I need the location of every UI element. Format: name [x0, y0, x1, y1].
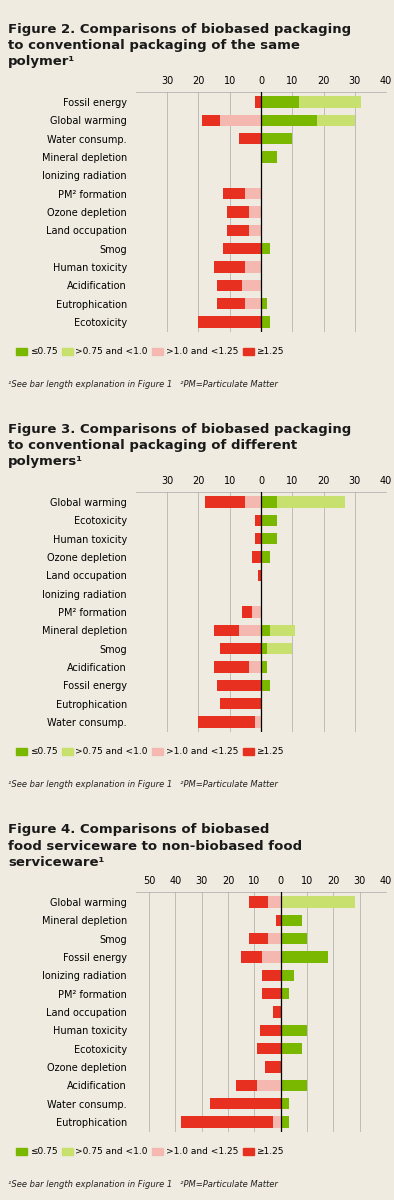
Bar: [273, 1116, 281, 1128]
Text: Figure 2. Comparisons of biobased packaging
to conventional packaging of the sam: Figure 2. Comparisons of biobased packag…: [8, 24, 351, 68]
Bar: [262, 952, 281, 962]
Bar: [249, 934, 268, 944]
Bar: [252, 551, 261, 563]
Text: ¹See bar length explanation in Figure 1   ²PM=Particulate Matter: ¹See bar length explanation in Figure 1 …: [8, 1180, 278, 1189]
Bar: [217, 298, 245, 310]
Bar: [281, 914, 302, 926]
Bar: [270, 625, 296, 636]
Bar: [220, 115, 261, 126]
Bar: [261, 151, 277, 163]
Bar: [262, 988, 281, 1000]
Bar: [217, 280, 242, 290]
Legend: ≤0.75, >0.75 and <1.0, >1.0 and <1.25, ≥1.25: ≤0.75, >0.75 and <1.0, >1.0 and <1.25, ≥…: [12, 744, 287, 760]
Bar: [261, 679, 270, 691]
Bar: [261, 133, 292, 144]
Bar: [245, 497, 261, 508]
Text: Figure 4. Comparisons of biobased
food serviceware to non-biobased food
servicew: Figure 4. Comparisons of biobased food s…: [8, 823, 302, 869]
Bar: [261, 497, 277, 508]
Bar: [181, 1116, 273, 1128]
Bar: [241, 952, 262, 962]
Bar: [214, 262, 245, 272]
Bar: [236, 1080, 257, 1091]
Bar: [245, 188, 261, 199]
Bar: [249, 206, 261, 217]
Bar: [261, 515, 277, 526]
Bar: [281, 934, 307, 944]
Bar: [257, 1080, 281, 1091]
Bar: [255, 533, 261, 545]
Bar: [261, 551, 270, 563]
Bar: [239, 133, 261, 144]
Bar: [220, 643, 261, 654]
Bar: [261, 661, 267, 673]
Bar: [210, 1098, 281, 1109]
Bar: [214, 661, 249, 673]
Bar: [260, 1025, 281, 1036]
Bar: [261, 533, 277, 545]
Bar: [261, 643, 267, 654]
Bar: [255, 716, 261, 727]
Bar: [245, 298, 261, 310]
Bar: [281, 1080, 307, 1091]
Bar: [261, 115, 317, 126]
Bar: [275, 914, 281, 926]
Bar: [281, 952, 328, 962]
Text: ¹See bar length explanation in Figure 1   ²PM=Particulate Matter: ¹See bar length explanation in Figure 1 …: [8, 780, 278, 790]
Bar: [199, 716, 255, 727]
Bar: [257, 1043, 281, 1055]
Bar: [261, 298, 267, 310]
Text: ¹See bar length explanation in Figure 1   ²PM=Particulate Matter: ¹See bar length explanation in Figure 1 …: [8, 380, 278, 389]
Bar: [255, 96, 261, 108]
Bar: [265, 1061, 281, 1073]
Bar: [245, 262, 261, 272]
Bar: [268, 934, 281, 944]
Bar: [227, 206, 249, 217]
Legend: ≤0.75, >0.75 and <1.0, >1.0 and <1.25, ≥1.25: ≤0.75, >0.75 and <1.0, >1.0 and <1.25, ≥…: [12, 1144, 287, 1160]
Bar: [299, 96, 361, 108]
Bar: [239, 625, 261, 636]
Bar: [214, 625, 239, 636]
Bar: [199, 317, 261, 328]
Bar: [249, 661, 261, 673]
Bar: [267, 643, 292, 654]
Bar: [261, 96, 299, 108]
Bar: [261, 242, 270, 254]
Bar: [261, 317, 270, 328]
Bar: [258, 570, 261, 581]
Text: Figure 3. Comparisons of biobased packaging
to conventional packaging of differe: Figure 3. Comparisons of biobased packag…: [8, 424, 351, 468]
Bar: [277, 497, 346, 508]
Bar: [223, 242, 261, 254]
Bar: [281, 1025, 307, 1036]
Bar: [242, 280, 261, 290]
Bar: [252, 606, 261, 618]
Bar: [281, 970, 294, 982]
Bar: [255, 515, 261, 526]
Bar: [317, 115, 355, 126]
Bar: [273, 1007, 281, 1018]
Bar: [281, 896, 355, 907]
Bar: [249, 224, 261, 236]
Bar: [217, 679, 261, 691]
Bar: [281, 1116, 289, 1128]
Bar: [268, 896, 281, 907]
Bar: [281, 1043, 302, 1055]
Bar: [202, 115, 220, 126]
Legend: ≤0.75, >0.75 and <1.0, >1.0 and <1.25, ≥1.25: ≤0.75, >0.75 and <1.0, >1.0 and <1.25, ≥…: [12, 344, 287, 360]
Bar: [261, 625, 270, 636]
Bar: [281, 988, 289, 1000]
Bar: [249, 896, 268, 907]
Bar: [227, 224, 249, 236]
Bar: [262, 970, 281, 982]
Bar: [223, 188, 245, 199]
Bar: [281, 1098, 289, 1109]
Bar: [220, 698, 261, 709]
Bar: [242, 606, 252, 618]
Bar: [205, 497, 245, 508]
